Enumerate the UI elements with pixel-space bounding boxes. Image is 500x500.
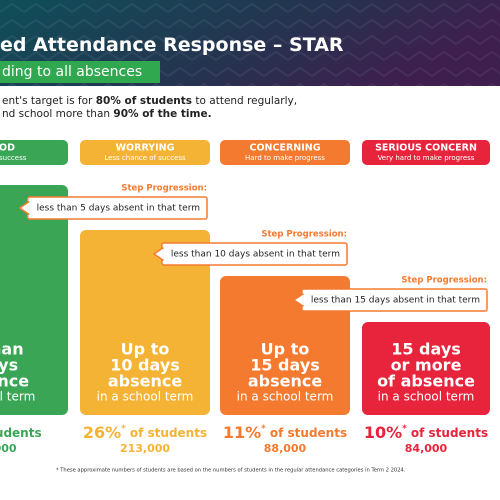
step-label: Step Progression: <box>261 230 347 240</box>
bar-heading: or more <box>391 356 462 375</box>
students-label: of students <box>0 426 42 440</box>
percent: 26% <box>83 423 121 442</box>
student-share: 11%* of students <box>223 423 347 442</box>
students-label: of students <box>270 426 347 440</box>
step-text: less than 15 days absent in that term <box>311 296 480 306</box>
student-count: 213,000 <box>120 442 170 455</box>
bar-heading: than <box>0 340 24 359</box>
category-name: OOD <box>0 143 15 154</box>
bar-subline: in a school term <box>97 390 194 404</box>
category-note: Hard to make progress <box>245 154 325 162</box>
step-text: less than 5 days absent in that term <box>37 204 200 214</box>
student-share: 26%* of students <box>83 423 207 442</box>
step-label: Step Progression: <box>121 184 207 194</box>
bar-heading: absence <box>108 372 183 391</box>
bar-heading: 15 days <box>250 356 320 375</box>
students-label: of students <box>411 426 488 440</box>
bar-heading: 10 days <box>110 356 180 375</box>
category-name: SERIOUS CONCERN <box>375 143 477 154</box>
footnote-mark: * <box>261 424 266 434</box>
title: ed Attendance Response – STAR <box>0 34 344 56</box>
step-label: Step Progression: <box>401 276 487 286</box>
category-note: ce of success <box>0 154 27 162</box>
category-bar <box>0 185 68 415</box>
bar-subline: in a school term <box>237 390 334 404</box>
student-share: 10%* of students <box>364 423 488 442</box>
category-note: Very hard to make progress <box>378 154 475 162</box>
intro-segment: 90% of the time. <box>113 108 211 120</box>
category-name: WORRYING <box>116 143 175 154</box>
category-name: CONCERNING <box>249 143 320 154</box>
category-bar <box>80 230 210 415</box>
intro-segment: ent's target is for <box>2 95 96 107</box>
bar-heading: of absence <box>377 372 475 391</box>
bar-heading: sence <box>0 372 29 391</box>
intro-line: ent's target is for 80% of students to a… <box>2 95 297 107</box>
category-pill <box>0 140 68 165</box>
category-pill <box>220 140 350 165</box>
intro-segment: to attend regularly, <box>192 95 297 107</box>
intro-segment: 80% of students <box>96 95 192 107</box>
category-pill <box>80 140 210 165</box>
subtitle: ding to all absences <box>2 64 142 80</box>
bar-subline: in a school term <box>378 390 475 404</box>
bar-subline: chool term <box>0 390 35 404</box>
percent: 11% <box>223 423 261 442</box>
subtitle-banner <box>0 61 160 83</box>
bar-heading: absence <box>248 372 323 391</box>
footnote-mark: * <box>121 424 126 434</box>
category-note: Less chance of success <box>104 154 186 162</box>
students-label: of students <box>130 426 207 440</box>
intro-line: nd school more than 90% of the time. <box>2 108 212 120</box>
category-pill <box>362 140 490 165</box>
student-count: ,000 <box>0 442 17 455</box>
footnote-mark: * <box>402 424 407 434</box>
student-count: 88,000 <box>264 442 307 455</box>
bar-heading: 15 days <box>391 340 461 359</box>
category-bar <box>362 322 490 415</box>
intro-segment: nd school more than <box>2 108 113 120</box>
bar-heading: Up to <box>121 340 170 359</box>
step-text: less than 10 days absent in that term <box>171 250 340 260</box>
student-share: of students <box>0 426 42 440</box>
bar-heading: ays <box>0 356 18 375</box>
footnote: * These approximate numbers of students … <box>56 468 406 474</box>
percent: 10% <box>364 423 402 442</box>
bar-heading: Up to <box>261 340 310 359</box>
student-count: 84,000 <box>405 442 448 455</box>
